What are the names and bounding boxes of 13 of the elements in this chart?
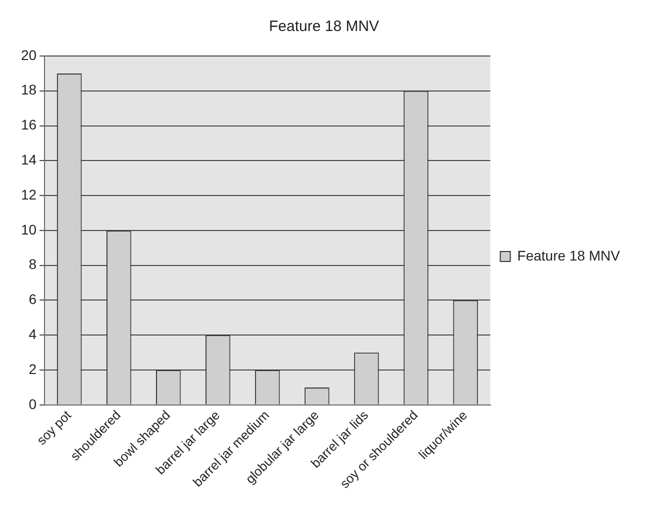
y-tick-label: 8 xyxy=(28,256,37,272)
y-tick-label: 6 xyxy=(28,291,37,308)
y-tick-label: 16 xyxy=(20,116,37,133)
y-tick-label: 12 xyxy=(20,186,37,202)
y-tick-label: 20 xyxy=(20,46,37,63)
y-tick-label: 2 xyxy=(28,360,37,377)
y-tick-label: 4 xyxy=(28,326,37,342)
chart-title: Feature 18 MNV xyxy=(268,18,380,36)
legend-label: Feature 18 MNV xyxy=(517,247,621,264)
y-tick-label: 18 xyxy=(20,82,37,98)
y-tick-label: 10 xyxy=(20,221,37,238)
y-tick-label: 14 xyxy=(20,152,37,168)
y-tick-label: 0 xyxy=(28,396,37,412)
